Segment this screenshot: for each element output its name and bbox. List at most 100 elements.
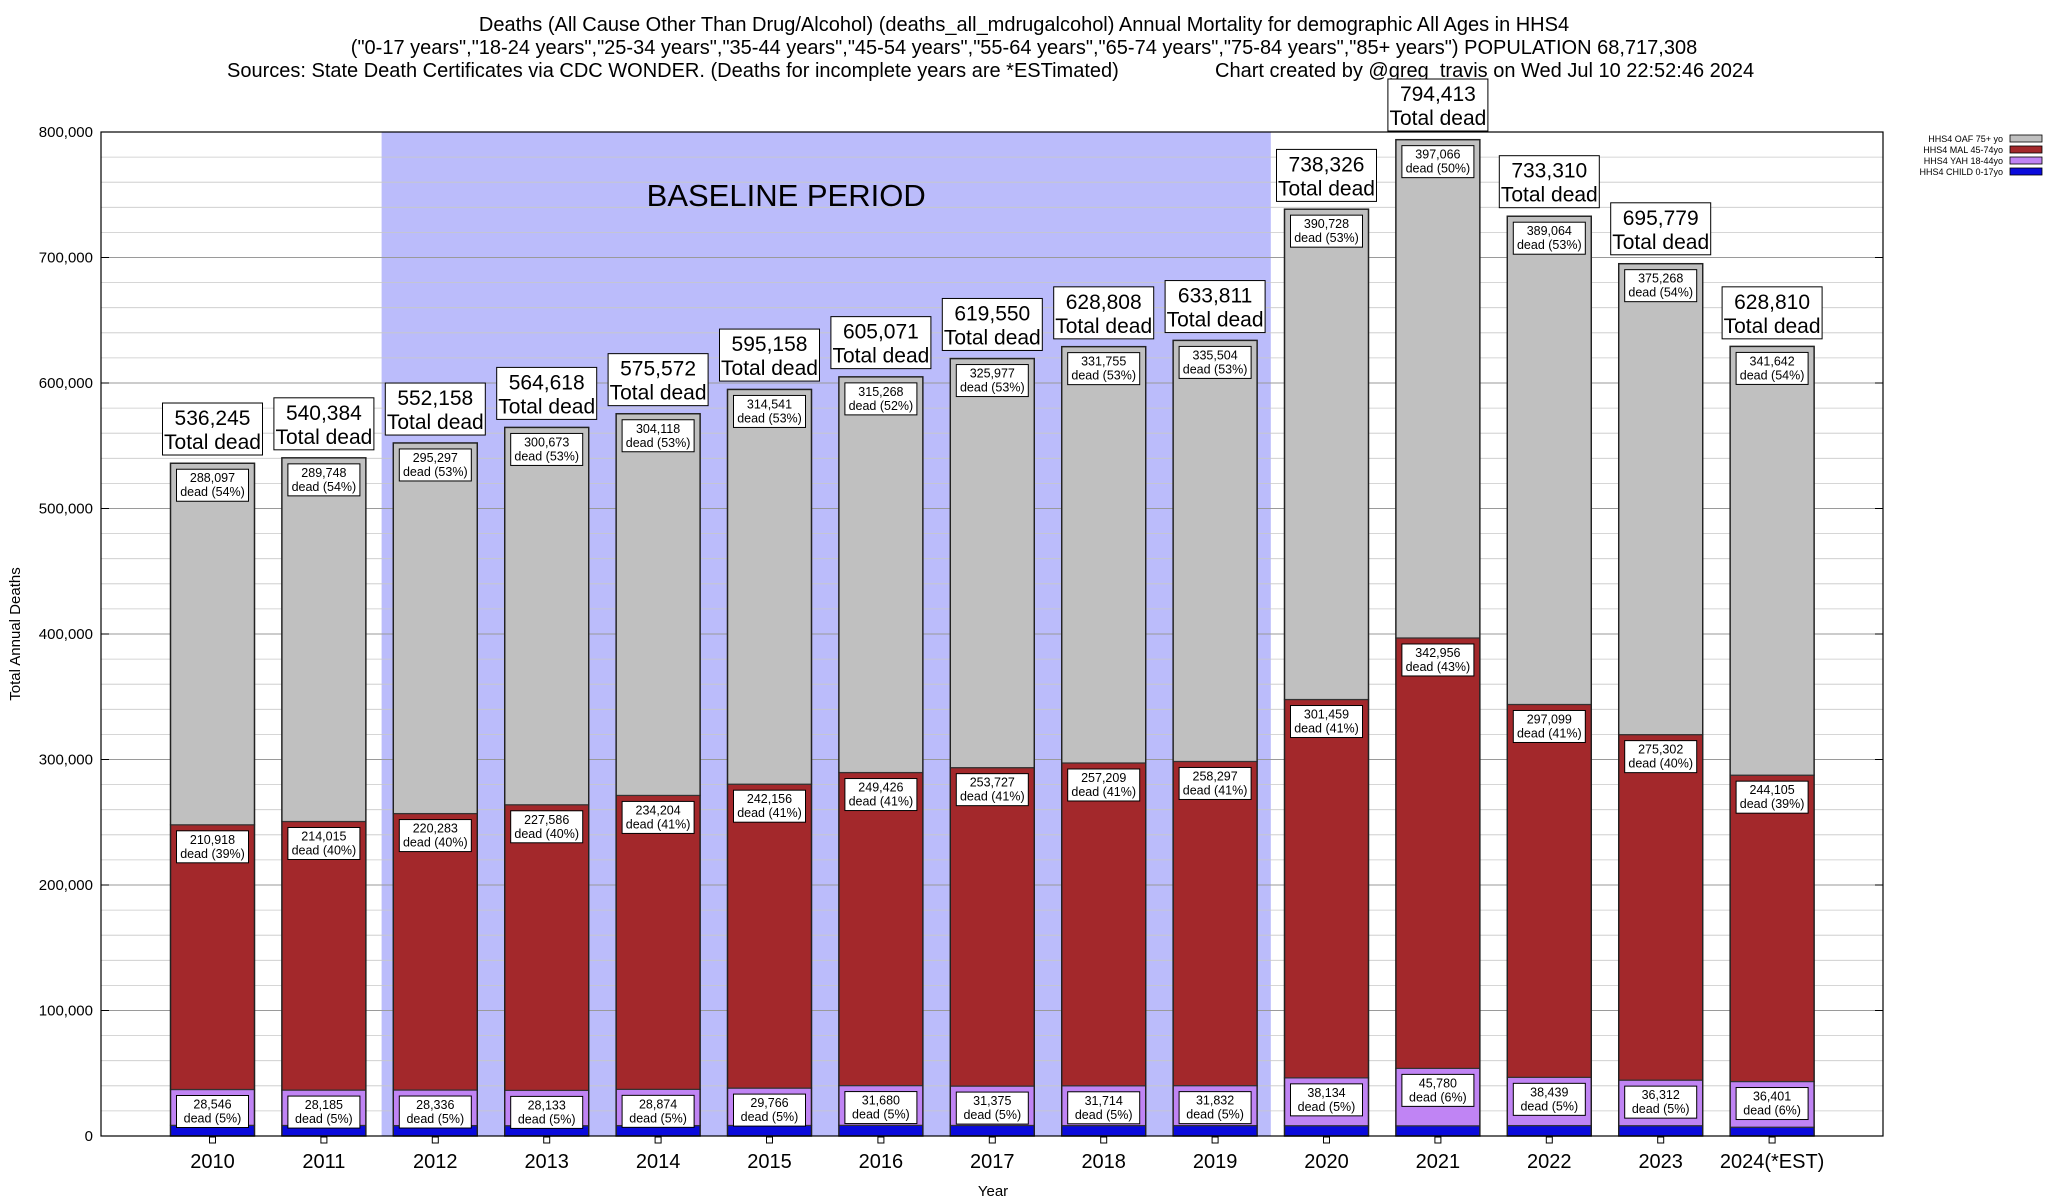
segment-label-box (844, 778, 918, 812)
segment-label-box (1067, 352, 1141, 386)
total-value: 628,810 (1734, 291, 1810, 314)
segment-value-yah: 36,312 (1642, 1088, 1680, 1102)
segment-label-box (844, 382, 918, 416)
y-axis-label: Total Annual Deaths (7, 567, 24, 700)
segment-label-box (1401, 1073, 1475, 1107)
segment-label-box (1624, 1085, 1698, 1119)
segment-pct-mal: dead (41%) (960, 790, 1025, 804)
bar-segment-oaf (1172, 339, 1258, 763)
segment-pct-mal: dead (43%) (1406, 660, 1471, 674)
segment-value-yah: 28,133 (528, 1098, 566, 1112)
bar-segment-mal (1618, 734, 1704, 1081)
x-tick (1657, 1136, 1665, 1144)
segment-pct-mal: dead (40%) (1628, 757, 1693, 771)
x-tick-label: 2010 (190, 1151, 235, 1173)
segment-label-box (1624, 269, 1698, 303)
bar-segment-mal (504, 804, 590, 1092)
total-value: 633,811 (1178, 285, 1252, 308)
total-label-box (1498, 155, 1600, 209)
segment-value-oaf: 314,541 (747, 397, 792, 411)
segment-label-box (1178, 766, 1252, 800)
segment-value-oaf: 341,642 (1750, 354, 1795, 368)
segment-label-box (1290, 1083, 1363, 1117)
segment-pct-oaf: dead (54%) (180, 485, 245, 499)
total-label-box (273, 397, 375, 451)
plot-frame (100, 131, 1884, 1137)
segment-value-yah: 29,766 (750, 1096, 788, 1110)
segment-value-oaf: 325,977 (970, 367, 1015, 381)
total-value: 605,071 (843, 321, 919, 344)
segment-pct-yah: dead (5%) (963, 1108, 1021, 1122)
segment-pct-oaf: dead (50%) (1406, 162, 1471, 176)
x-tick (1768, 1136, 1776, 1144)
x-tick-label: 2019 (1193, 1151, 1238, 1173)
segment-label-box (955, 364, 1029, 398)
x-tick (320, 1136, 328, 1144)
segment-pct-mal: dead (40%) (292, 843, 357, 857)
segment-value-oaf: 300,673 (524, 435, 569, 449)
x-tick-label: 2011 (302, 1151, 345, 1173)
chart-credit: Chart created by @greg_travis on Wed Jul… (1215, 60, 1755, 82)
segment-label-box (1512, 709, 1586, 743)
legend-label: HHS4 CHILD 0-17yo (1919, 167, 2003, 177)
legend-swatch (2009, 167, 2043, 176)
total-value: 564,618 (509, 371, 585, 394)
segment-pct-mal: dead (39%) (1740, 797, 1805, 811)
segment-label-box (287, 1095, 361, 1129)
segment-pct-yah: dead (5%) (1075, 1108, 1133, 1122)
segment-label-box (1401, 643, 1475, 677)
bar-segment-mal (1506, 703, 1592, 1078)
baseline-label: BASELINE PERIOD (647, 178, 926, 213)
segment-pct-oaf: dead (53%) (626, 436, 691, 450)
x-tick-label: 2018 (1081, 1151, 1126, 1173)
segment-label-box (176, 468, 249, 502)
total-value: 738,326 (1289, 153, 1365, 176)
total-value: 595,158 (732, 333, 808, 356)
segment-label-box (1290, 214, 1363, 248)
segment-pct-mal: dead (40%) (403, 836, 468, 850)
segment-label-box (1178, 1091, 1252, 1125)
segment-value-mal: 297,099 (1527, 712, 1572, 726)
segment-value-mal: 253,727 (970, 776, 1015, 790)
x-tick-label: 2023 (1638, 1151, 1683, 1173)
x-tick-label: 2016 (859, 1151, 904, 1173)
x-axis-label: Year (978, 1183, 1008, 1200)
segment-value-oaf: 397,066 (1415, 148, 1460, 162)
segment-pct-oaf: dead (53%) (1071, 369, 1136, 383)
y-tick-label: 300,000 (39, 752, 93, 769)
segment-pct-oaf: dead (53%) (1183, 362, 1248, 376)
x-tick (1545, 1136, 1553, 1144)
segment-label-box (398, 1095, 472, 1129)
segment-label-box (398, 448, 472, 482)
bar-segment-mal (1283, 698, 1370, 1079)
segment-pct-oaf: dead (53%) (737, 411, 802, 425)
total-suffix: Total dead (164, 431, 261, 454)
y-tick-label: 500,000 (39, 501, 93, 518)
bar-segment-oaf (615, 413, 701, 797)
bar-segment-oaf (281, 457, 367, 823)
segment-value-oaf: 288,097 (190, 471, 235, 485)
segment-label-box (733, 1093, 806, 1127)
segment-pct-oaf: dead (54%) (292, 480, 357, 494)
total-value: 628,808 (1066, 291, 1142, 314)
total-suffix: Total dead (944, 326, 1041, 349)
bar-segment-child (838, 1124, 924, 1137)
bar-segment-mal (392, 812, 478, 1091)
total-value: 536,245 (175, 407, 251, 430)
bar-segment-child (1729, 1126, 1815, 1137)
total-suffix: Total dead (1724, 315, 1821, 338)
segment-pct-mal: dead (41%) (626, 817, 691, 831)
bar-segment-oaf (504, 426, 590, 806)
segment-pct-oaf: dead (54%) (1628, 286, 1693, 300)
bar-segment-mal (615, 794, 701, 1090)
x-tick-label: 2015 (747, 1151, 792, 1173)
segment-pct-yah: dead (5%) (1632, 1102, 1690, 1116)
segment-value-yah: 28,336 (416, 1098, 454, 1112)
total-value: 733,310 (1511, 160, 1587, 183)
bar-segment-oaf (1506, 215, 1592, 706)
x-tick-label: 2020 (1304, 1151, 1349, 1173)
segment-pct-mal: dead (41%) (737, 806, 802, 820)
segment-label-box (621, 419, 695, 453)
